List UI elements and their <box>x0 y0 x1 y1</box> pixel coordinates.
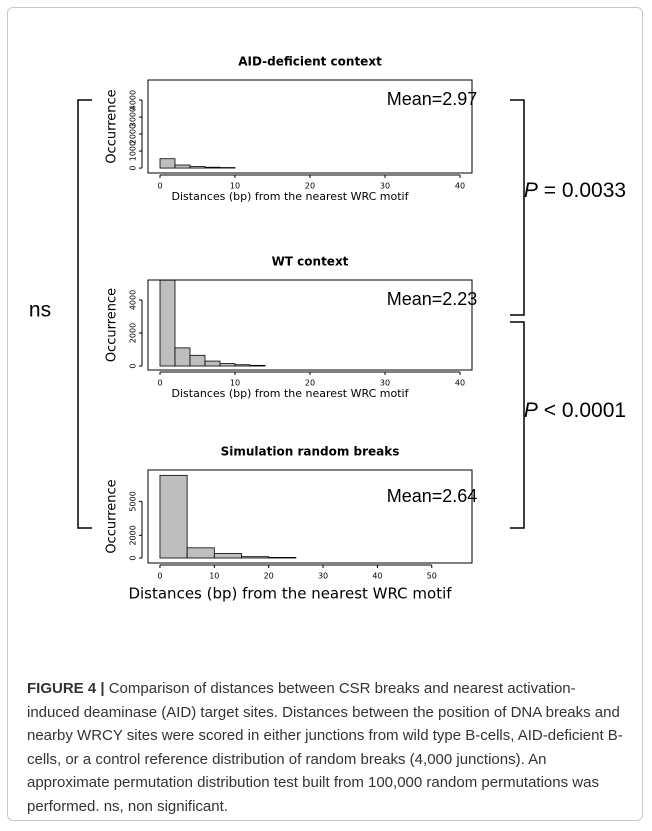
bar <box>268 557 297 559</box>
y-tick-label: 2000 <box>129 525 138 545</box>
y-axis-label: Occurrence <box>105 288 120 362</box>
y-axis-label: Occurrence <box>105 89 120 163</box>
mean-annotation: Mean=2.23 <box>387 289 478 309</box>
chart-title: Simulation random breaks <box>221 445 400 459</box>
bar <box>204 166 221 169</box>
figure-frame <box>7 7 643 821</box>
y-axis-label: Occurrence <box>105 479 120 553</box>
bar <box>189 166 206 169</box>
bar <box>174 347 191 367</box>
x-tick-label: 20 <box>305 379 315 388</box>
y-tick-label: 0 <box>129 166 138 171</box>
y-tick-label: 0 <box>129 555 138 560</box>
x-tick-label: 30 <box>380 379 390 388</box>
caption-text: Comparison of distances between CSR brea… <box>27 680 623 815</box>
x-tick-label: 10 <box>209 572 219 581</box>
p-text: = 0.0033 <box>544 179 626 202</box>
chart-title: WT context <box>272 255 349 269</box>
x-tick-label: 20 <box>305 182 315 191</box>
mean-annotation: Mean=2.97 <box>387 89 478 109</box>
x-tick-label: 0 <box>157 182 162 191</box>
bracket-ns <box>77 99 92 529</box>
x-tick-label: 20 <box>264 572 274 581</box>
p-symbol: P <box>524 179 538 202</box>
caption-label: FIGURE 4 | <box>27 680 105 697</box>
x-tick-label: 10 <box>230 379 240 388</box>
p-value: P = 0.0033 <box>524 179 626 202</box>
bar <box>204 360 221 367</box>
chart-title: AID-deficient context <box>238 55 382 69</box>
bar <box>241 556 270 559</box>
x-tick-label: 0 <box>157 572 162 581</box>
x-tick-label: 30 <box>380 182 390 191</box>
bar <box>174 164 191 169</box>
x-axis-label: Distances (bp) from the nearest WRC moti… <box>128 585 452 603</box>
bar <box>213 553 242 559</box>
x-axis-label: Distances (bp) from the nearest WRC moti… <box>172 190 410 203</box>
y-tick-label: 4000 <box>129 90 138 110</box>
y-tick-label: 2000 <box>129 323 138 343</box>
x-tick-label: 0 <box>157 379 162 388</box>
bar <box>219 363 236 367</box>
y-tick-label: 4000 <box>129 290 138 310</box>
x-tick-label: 40 <box>455 379 465 388</box>
y-tick-label: 3000 <box>129 107 138 127</box>
y-tick-label: 0 <box>129 363 138 368</box>
bracket-2 <box>510 321 525 529</box>
plot-box <box>147 79 473 174</box>
plot-box <box>147 469 473 564</box>
bar <box>189 354 206 367</box>
bar <box>234 364 251 367</box>
p-value: P < 0.0001 <box>524 399 626 422</box>
x-tick-label: 50 <box>427 572 437 581</box>
caption: FIGURE 4 | Comparison of distances betwe… <box>27 677 627 818</box>
mean-annotation: Mean=2.64 <box>387 486 478 506</box>
x-tick-label: 30 <box>318 572 328 581</box>
bracket-1 <box>510 99 525 316</box>
ns-label: ns <box>29 299 51 322</box>
figure: ns P = 0.0033 P < 0.0001 AID-deficient c… <box>29 55 626 603</box>
bar <box>186 547 215 559</box>
x-tick-label: 40 <box>455 182 465 191</box>
plot-box <box>147 279 473 371</box>
bar <box>159 474 188 559</box>
y-tick-label: 1000 <box>129 141 138 161</box>
p-symbol: P <box>524 399 538 422</box>
bar <box>159 279 176 367</box>
x-tick-label: 10 <box>230 182 240 191</box>
bar <box>219 167 236 169</box>
bar <box>159 158 176 169</box>
x-tick-label: 40 <box>372 572 382 581</box>
x-axis-label: Distances (bp) from the nearest WRC moti… <box>172 387 410 400</box>
p-text: < 0.0001 <box>544 399 626 422</box>
brackets <box>77 99 525 529</box>
bar <box>249 364 266 367</box>
y-tick-label: 5000 <box>129 491 138 511</box>
y-tick-label: 2000 <box>129 124 138 144</box>
